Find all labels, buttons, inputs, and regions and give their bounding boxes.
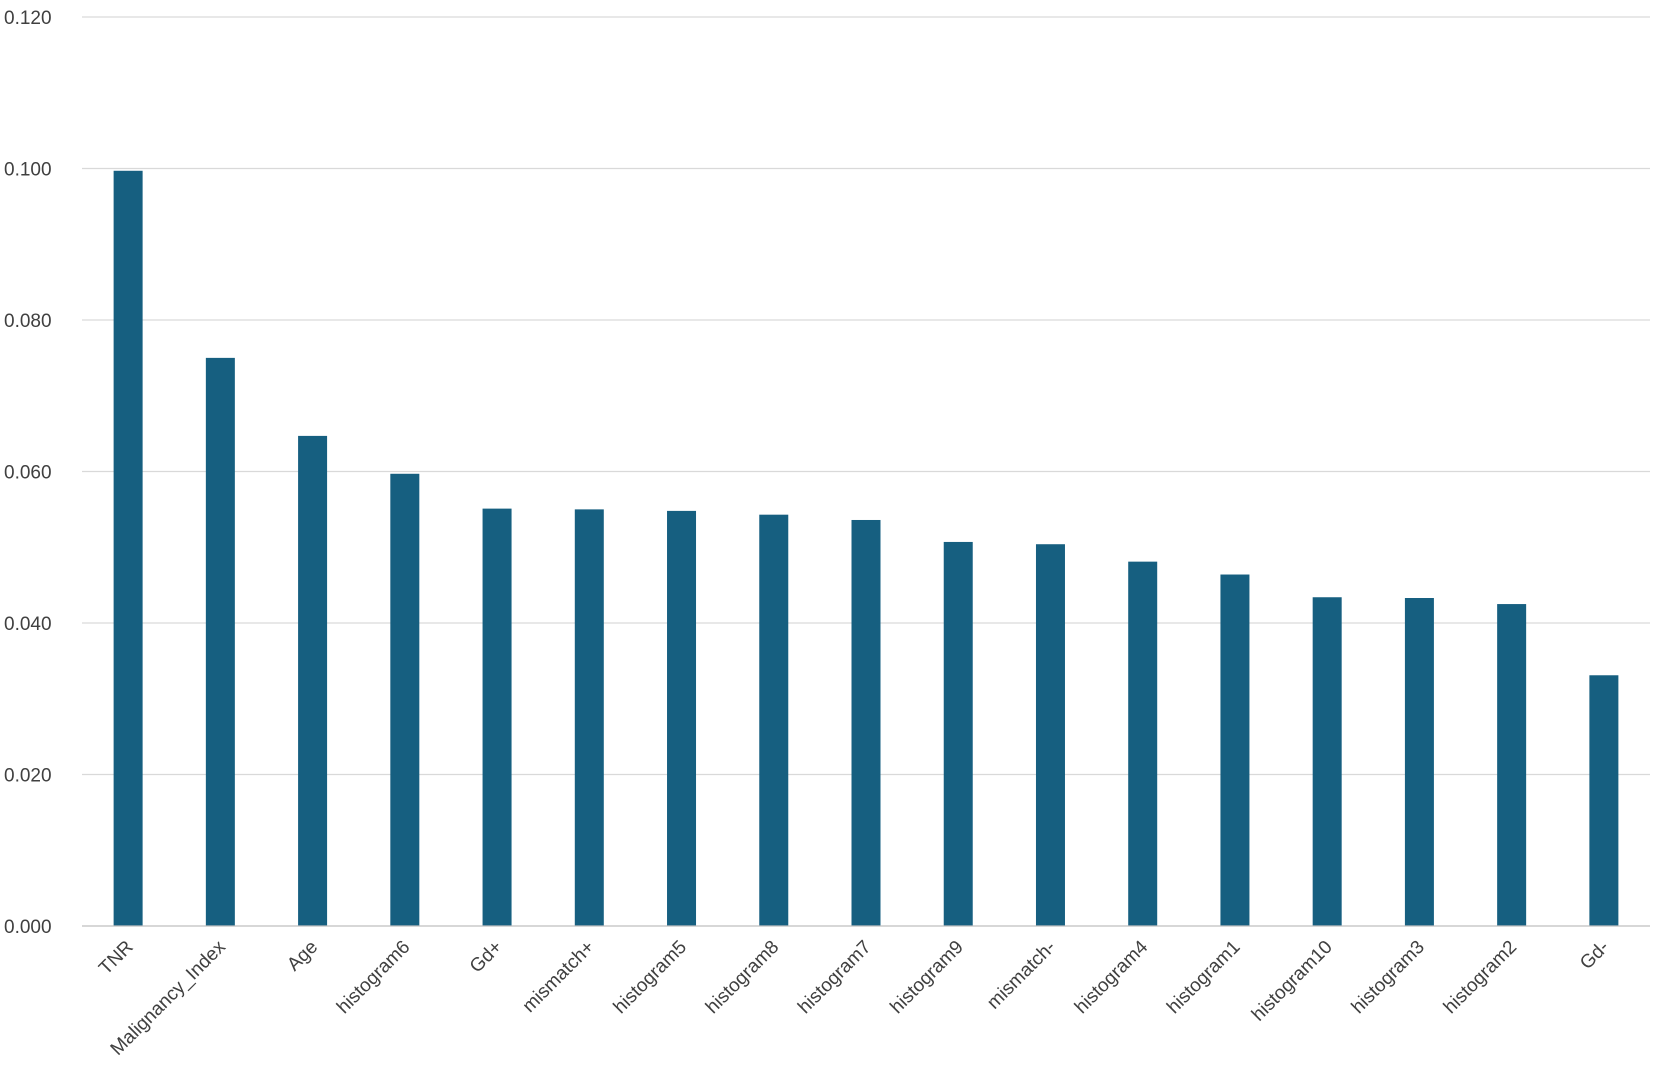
bar (1497, 604, 1527, 926)
bar (1589, 675, 1619, 926)
bar (205, 357, 235, 926)
y-tick-label: 0.060 (4, 463, 52, 484)
bar (851, 519, 881, 926)
x-tick-label: histogram6 (333, 937, 414, 1018)
x-tick-label: histogram1 (1163, 937, 1244, 1018)
x-tick-label: Gd+ (466, 937, 507, 978)
bar (1312, 597, 1342, 926)
bar (298, 435, 328, 926)
bar (113, 170, 143, 926)
x-tick-label: histogram10 (1248, 937, 1337, 1026)
bar (1404, 598, 1434, 926)
y-tick-label: 0.040 (4, 614, 52, 635)
bar (1128, 561, 1158, 926)
y-tick-label: 0.020 (4, 766, 52, 787)
y-tick-label: 0.120 (4, 8, 52, 29)
x-tick-label: histogram7 (794, 937, 875, 1018)
x-tick-label: histogram8 (702, 937, 783, 1018)
x-tick-label: mismatch- (983, 937, 1060, 1014)
bars (113, 170, 1619, 926)
y-tick-label: 0.100 (4, 160, 52, 181)
x-tick-label: histogram9 (886, 937, 967, 1018)
gridlines (82, 16, 1650, 776)
x-tick-label: Gd- (1576, 937, 1613, 974)
y-tick-label: 0.080 (4, 311, 52, 332)
x-tick-label: TNR (95, 937, 137, 979)
bar (574, 509, 604, 926)
y-axis-tick-labels: 0.000 0.020 0.040 0.060 0.080 0.100 0.120 (4, 8, 52, 938)
x-tick-label: histogram4 (1071, 936, 1153, 1018)
bar (1220, 574, 1250, 926)
x-tick-label: Age (283, 937, 322, 976)
x-tick-label: histogram2 (1440, 937, 1521, 1018)
bar (759, 514, 789, 926)
x-tick-label: histogram5 (610, 937, 691, 1018)
bar (482, 508, 512, 926)
bar (943, 541, 973, 926)
x-tick-label: histogram3 (1348, 937, 1429, 1018)
bar (1035, 544, 1065, 926)
x-tick-label: mismatch+ (519, 937, 599, 1017)
bar (390, 473, 420, 926)
bar (667, 510, 697, 926)
y-tick-label: 0.000 (4, 917, 52, 938)
